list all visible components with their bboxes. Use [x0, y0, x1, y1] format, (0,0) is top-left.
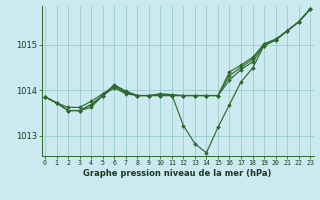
X-axis label: Graphe pression niveau de la mer (hPa): Graphe pression niveau de la mer (hPa)	[84, 169, 272, 178]
